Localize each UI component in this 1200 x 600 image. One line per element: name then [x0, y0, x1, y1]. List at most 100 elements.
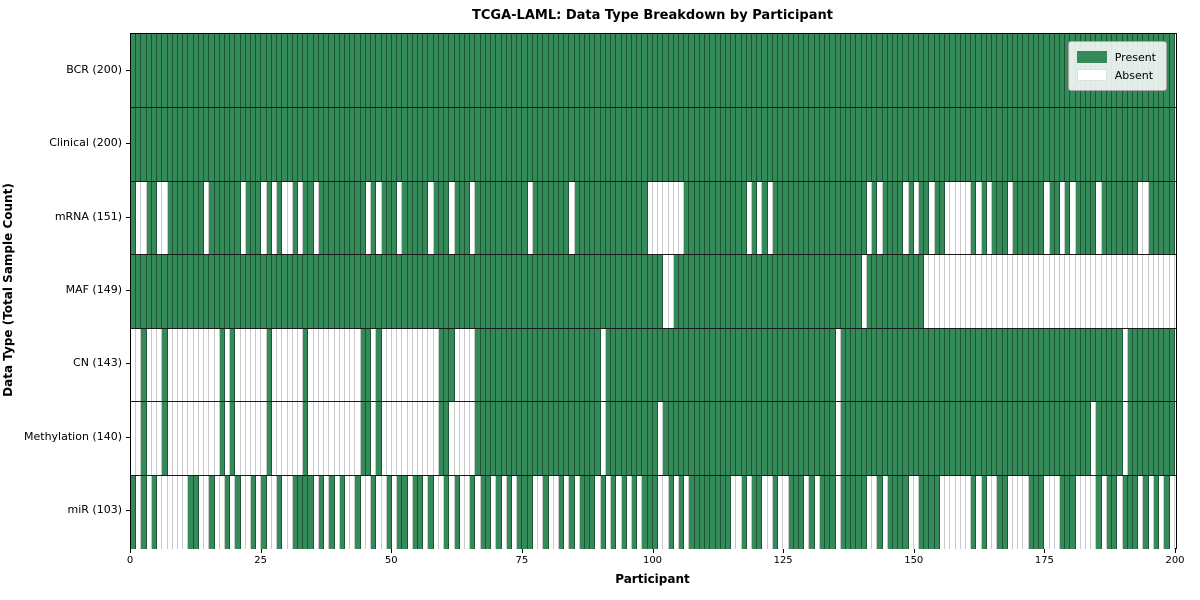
- heatmap-cell: [1059, 255, 1066, 329]
- legend-label-absent: Absent: [1114, 68, 1154, 82]
- heatmap-cell: [376, 328, 382, 403]
- heatmap-cell: [574, 402, 580, 476]
- heatmap-cell: [1023, 475, 1029, 549]
- heatmap-cell: [329, 34, 335, 108]
- heatmap-cell: [360, 108, 366, 182]
- heatmap-cell: [919, 475, 925, 549]
- heatmap-cell: [971, 181, 977, 256]
- heatmap-cell: [605, 255, 612, 329]
- heatmap-cell: [1044, 181, 1050, 256]
- heatmap-cell: [1164, 255, 1170, 329]
- heatmap-cell: [1138, 475, 1144, 549]
- heatmap-cell: [344, 108, 351, 182]
- heatmap-cell: [872, 402, 878, 476]
- heatmap-cell: [1117, 108, 1123, 182]
- heatmap-cell: [146, 475, 152, 549]
- heatmap-cell: [1002, 255, 1008, 329]
- heatmap-cell: [214, 402, 220, 476]
- heatmap-cell: [1054, 402, 1060, 476]
- heatmap-cell: [146, 255, 152, 329]
- heatmap-cell: [438, 181, 445, 256]
- x-tick-label: 50: [384, 555, 398, 566]
- heatmap-cell: [955, 181, 961, 256]
- heatmap-cell: [715, 402, 721, 476]
- heatmap-cell: [626, 108, 632, 182]
- heatmap-cell: [1091, 328, 1097, 403]
- heatmap-cell: [1133, 328, 1139, 403]
- heatmap-cell: [705, 402, 711, 476]
- heatmap-cell: [501, 402, 507, 476]
- heatmap-cell: [1007, 475, 1013, 549]
- heatmap-cell: [303, 108, 309, 182]
- heatmap-cell: [903, 402, 909, 476]
- heatmap-cell: [799, 475, 805, 549]
- legend-label-present: Present: [1114, 50, 1156, 64]
- heatmap-cell: [407, 402, 413, 476]
- heatmap-cell: [585, 181, 591, 256]
- heatmap-cell: [256, 181, 262, 256]
- heatmap-cell: [1138, 328, 1144, 403]
- heatmap-cell: [261, 34, 267, 108]
- heatmap-cell: [1018, 34, 1024, 108]
- heatmap-cell: [767, 108, 773, 182]
- heatmap-cell: [929, 181, 935, 256]
- heatmap-cell: [1122, 328, 1128, 403]
- heatmap-cell: [579, 328, 586, 403]
- heatmap-cell: [162, 255, 168, 329]
- heatmap-cell: [887, 34, 893, 108]
- heatmap-cell: [626, 402, 632, 476]
- heatmap-cell: [877, 108, 883, 182]
- heatmap-cell: [767, 181, 773, 256]
- heatmap-cell: [553, 255, 559, 329]
- heatmap-cell: [694, 108, 700, 182]
- heatmap-cell: [731, 475, 737, 549]
- heatmap-cell: [251, 34, 257, 108]
- heatmap-cell: [1091, 181, 1097, 256]
- heatmap-cell: [136, 34, 142, 108]
- heatmap-cell: [778, 255, 784, 329]
- heatmap-cell: [423, 34, 429, 108]
- heatmap-cell: [131, 108, 137, 182]
- heatmap-cell: [470, 181, 476, 256]
- heatmap-cell: [637, 181, 643, 256]
- heatmap-cell: [757, 255, 763, 329]
- heatmap-cell: [318, 108, 325, 182]
- heatmap-cell: [673, 255, 679, 329]
- heatmap-cell: [1101, 328, 1107, 403]
- x-tick-mark: [652, 549, 654, 553]
- heatmap-cell: [1096, 181, 1102, 256]
- heatmap-cell: [569, 328, 575, 403]
- heatmap-cell: [449, 402, 455, 476]
- heatmap-cell: [804, 328, 810, 403]
- heatmap-cell: [590, 34, 596, 108]
- heatmap-cell: [825, 328, 831, 403]
- heatmap-cell: [324, 255, 330, 329]
- heatmap-cell: [788, 108, 794, 182]
- heatmap-cell: [1039, 181, 1045, 256]
- heatmap-cell: [412, 34, 419, 108]
- heatmap-cell: [527, 475, 533, 549]
- heatmap-cell: [433, 181, 439, 256]
- heatmap-cell: [825, 108, 831, 182]
- heatmap-cell: [459, 328, 465, 403]
- heatmap-cell: [746, 34, 753, 108]
- heatmap-cell: [433, 255, 439, 329]
- heatmap-cell: [752, 108, 758, 182]
- heatmap-cell: [976, 34, 982, 108]
- heatmap-cell: [496, 328, 502, 403]
- heatmap-cell: [637, 402, 643, 476]
- heatmap-cell: [694, 181, 700, 256]
- heatmap-cell: [830, 328, 836, 403]
- x-tick-mark: [1175, 549, 1176, 553]
- heatmap-cell: [344, 34, 351, 108]
- heatmap-cell: [219, 475, 225, 549]
- heatmap-cell: [866, 34, 873, 108]
- heatmap-cell: [224, 181, 231, 256]
- heatmap-cell: [877, 255, 883, 329]
- heatmap-cell: [752, 34, 758, 108]
- heatmap-cell: [605, 181, 612, 256]
- heatmap-cell: [887, 181, 893, 256]
- heatmap-cell: [1075, 108, 1081, 182]
- heatmap-cell: [376, 108, 382, 182]
- heatmap-cell: [934, 328, 940, 403]
